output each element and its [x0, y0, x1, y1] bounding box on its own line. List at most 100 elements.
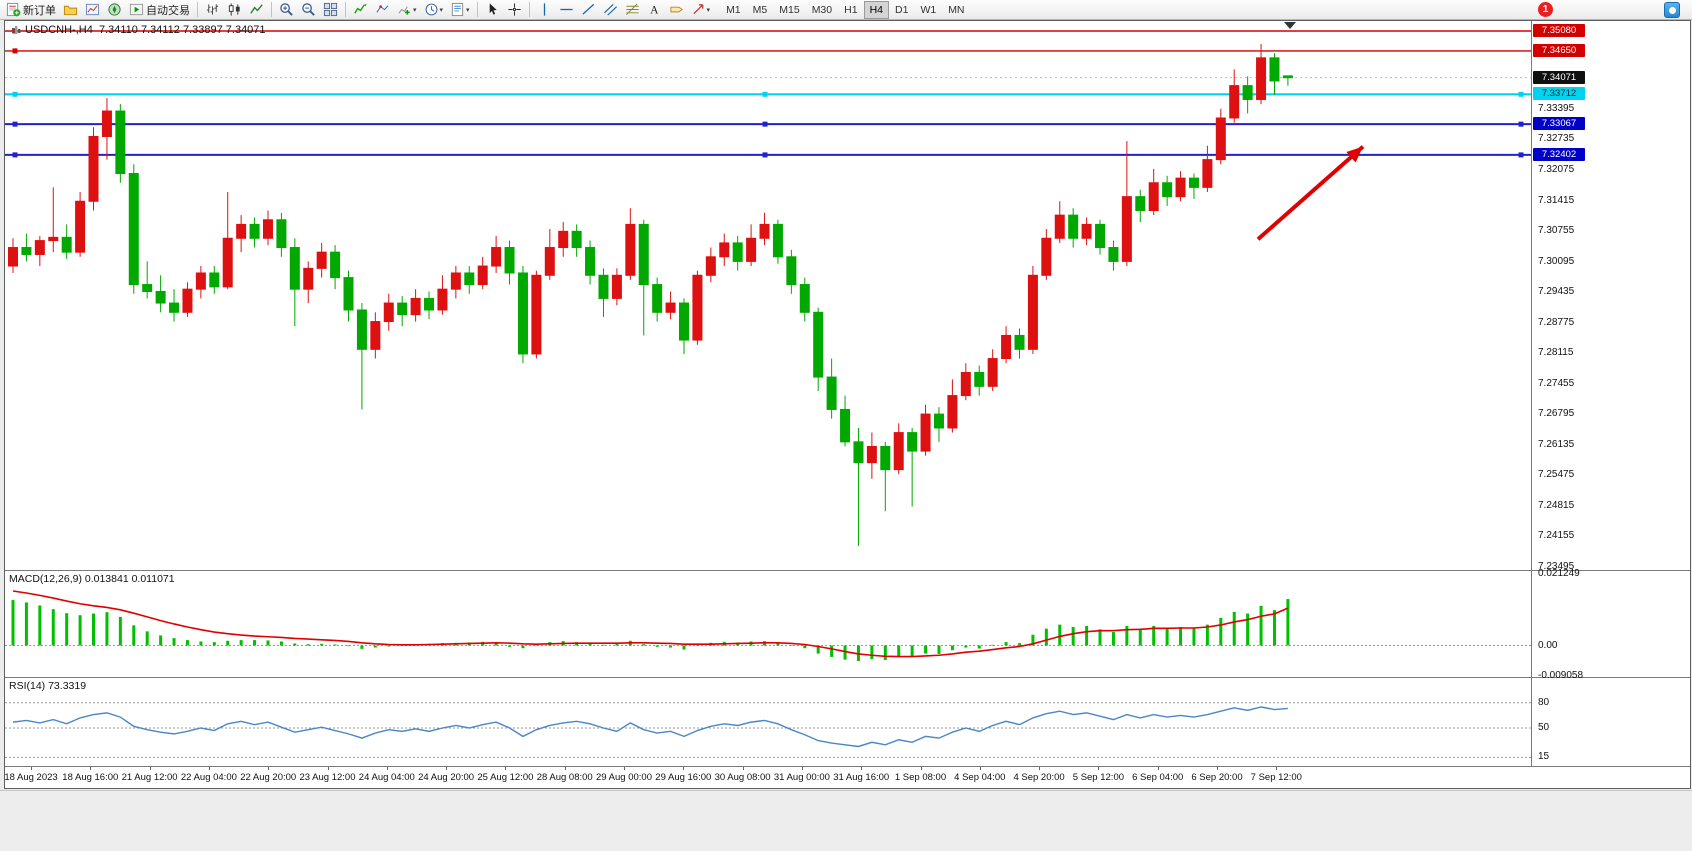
notification-badge[interactable]: 1	[1538, 2, 1553, 17]
dropdown-caret-icon[interactable]: ▾	[706, 6, 711, 14]
time-tick	[1098, 767, 1100, 770]
price-axis-label: 7.29435	[1538, 286, 1575, 298]
label-icon	[669, 2, 684, 17]
timeframe-m5-button[interactable]: M5	[752, 3, 768, 16]
new-order-button[interactable]: 新订单	[3, 1, 59, 19]
clock-icon	[424, 2, 439, 17]
hline-handle[interactable]	[1518, 152, 1524, 158]
time-axis-label: 31 Aug 00:00	[773, 772, 830, 783]
bar-chart-button[interactable]	[202, 1, 223, 19]
channel-button[interactable]	[600, 1, 621, 19]
profiles-button[interactable]	[60, 1, 81, 19]
rsi-axis-label: 15	[1538, 751, 1550, 763]
add-indicator-button[interactable]: ▾	[394, 1, 420, 19]
autotrade-button[interactable]: 自动交易	[126, 1, 193, 19]
add-indicator-icon	[397, 2, 412, 17]
zoom-out-icon	[301, 2, 316, 17]
hline-handle[interactable]	[762, 152, 768, 158]
toolbar: 新订单 自动交易 ▾ ▾ ▾ A ▾ M1 M5 M15 M30 H1 H4 D1 W1 MN 1	[0, 0, 1692, 20]
toolbar-separator	[476, 2, 478, 17]
time-axis-label: 24 Aug 04:00	[358, 772, 415, 783]
timeframe-h4-button[interactable]: H4	[863, 0, 889, 19]
time-axis-label: 29 Aug 16:00	[655, 772, 712, 783]
toolbar-separator	[345, 2, 346, 17]
macd-header: MACD(12,26,9) 0.013841 0.011071	[9, 573, 175, 585]
hline-icon	[559, 2, 574, 17]
chart-shift-marker[interactable]	[1284, 22, 1296, 29]
price-axis-label: 7.23495	[1538, 561, 1575, 572]
price-axis[interactable]: 7.33395 7.32735 7.32075 7.31415 7.30755 7.300…	[1532, 21, 1690, 767]
text-button[interactable]: A	[644, 1, 665, 19]
dropdown-caret-icon[interactable]: ▾	[439, 6, 444, 14]
hline-handle[interactable]	[12, 152, 18, 158]
timeframe-m30-button[interactable]: M30	[811, 3, 833, 16]
cursor-button[interactable]	[482, 1, 503, 19]
timeframe-m15-button[interactable]: M15	[779, 3, 800, 16]
hline-handle[interactable]	[762, 121, 768, 127]
trendline-button[interactable]	[578, 1, 599, 19]
crosshair-button[interactable]	[504, 1, 525, 19]
rsi-line[interactable]	[12, 706, 1288, 748]
time-tick	[208, 767, 210, 770]
arrows-button[interactable]: ▾	[688, 1, 714, 19]
dropdown-caret-icon[interactable]: ▾	[413, 6, 417, 14]
zoom-out-button[interactable]	[298, 1, 319, 19]
timeframe-mn-button[interactable]: MN	[948, 3, 965, 16]
toolbar-separator	[271, 2, 272, 17]
time-axis-label: 18 Aug 16:00	[62, 772, 119, 783]
time-tick	[1039, 767, 1041, 770]
charts-button[interactable]	[82, 1, 103, 19]
price-axis-label: 7.27455	[1538, 377, 1575, 389]
price-axis-label: 7.32075	[1538, 164, 1575, 176]
hline-handle[interactable]	[12, 48, 18, 54]
linechart-icon	[249, 2, 264, 17]
overlay-app-icon[interactable]	[1664, 2, 1680, 18]
time-axis-label: 30 Aug 08:00	[714, 772, 771, 783]
dropdown-caret-icon[interactable]: ▾	[466, 6, 470, 14]
time-axis-label: 25 Aug 12:00	[477, 772, 534, 783]
hline-handle[interactable]	[1518, 91, 1524, 97]
hline-button[interactable]	[556, 1, 577, 19]
hline-handle[interactable]	[762, 91, 768, 97]
chart-canvas[interactable]	[5, 21, 1690, 788]
hline-handle[interactable]	[1518, 121, 1524, 127]
time-tick	[386, 767, 388, 770]
arrow-annotation-head	[1346, 146, 1363, 163]
vline-button[interactable]	[534, 1, 555, 19]
timeframe-h1-button[interactable]: H1	[844, 3, 858, 16]
line-chart-button[interactable]	[246, 1, 267, 19]
time-axis-label: 28 Aug 08:00	[536, 772, 593, 783]
template-icon	[450, 2, 465, 17]
templates-button[interactable]: ▾	[447, 1, 473, 19]
macd-signal-line[interactable]	[12, 590, 1289, 658]
time-tick	[1276, 767, 1278, 770]
price-axis-label: 7.25475	[1538, 469, 1575, 481]
rsi-indicator[interactable]	[5, 702, 1531, 758]
navigator-button[interactable]	[104, 1, 125, 19]
hline-handle[interactable]	[12, 91, 18, 97]
timeframe-m1-button[interactable]: M1	[726, 3, 741, 16]
zoom-in-button[interactable]	[276, 1, 297, 19]
arrow-annotation[interactable]	[1256, 145, 1365, 241]
periods-button[interactable]: ▾	[421, 1, 447, 19]
timeframe-w1-button[interactable]: W1	[920, 3, 937, 16]
tile-windows-button[interactable]	[320, 1, 341, 19]
toolbar-separator	[528, 2, 530, 17]
time-axis-label: 18 Aug 2023	[4, 772, 58, 783]
indicators-button[interactable]	[350, 1, 371, 19]
time-axis[interactable]: 18 Aug 2023 18 Aug 16:00 21 Aug 12:00 22 Au…	[4, 767, 1532, 788]
timeframe-d1-button[interactable]: D1	[895, 3, 909, 16]
candles[interactable]	[8, 43, 1293, 546]
candle-chart-button[interactable]	[224, 1, 245, 19]
time-axis-label: 22 Aug 20:00	[240, 772, 297, 783]
hline-handle[interactable]	[12, 121, 18, 127]
objects-list-button[interactable]	[372, 1, 393, 19]
price-axis-label: 7.30095	[1538, 255, 1575, 267]
time-tick	[1157, 767, 1159, 770]
fibo-button[interactable]	[622, 1, 643, 19]
time-tick	[1217, 767, 1218, 770]
toolbar-separator	[197, 2, 198, 17]
label-button[interactable]	[666, 1, 687, 19]
macd-indicator[interactable]	[5, 590, 1531, 661]
vline-icon	[537, 2, 552, 17]
